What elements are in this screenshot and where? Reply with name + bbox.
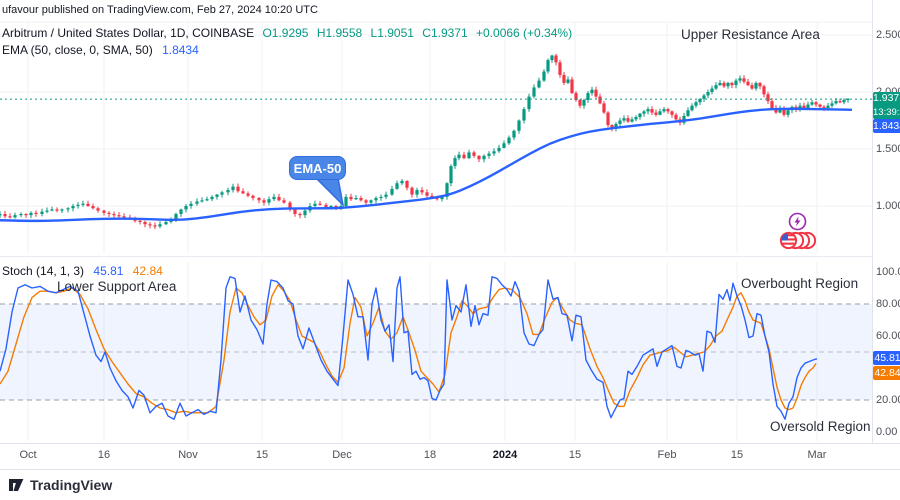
- price-axis-border: [872, 0, 873, 443]
- stoch-tick-label: 20.00: [876, 394, 900, 406]
- ohlc-close: C1.9371: [422, 26, 468, 40]
- annotation-overbought[interactable]: Overbought Region: [741, 276, 859, 291]
- price-tick-label: 1.0000: [876, 200, 900, 212]
- last-price-value: 1.9371: [873, 92, 900, 104]
- tradingview-logo-icon: [9, 479, 24, 491]
- time-axis-border: [0, 443, 900, 444]
- tradingview-logo-text: TradingView: [30, 477, 113, 493]
- us-flag-events-icon[interactable]: [779, 231, 817, 255]
- time-tick-label: Feb: [657, 449, 677, 461]
- stoch-tick-label: 60.00: [876, 330, 900, 342]
- ema-legend[interactable]: EMA (50, close, 0, SMA, 50) 1.8434: [2, 43, 199, 57]
- ema-legend-label[interactable]: EMA (50, close, 0, SMA, 50): [2, 43, 153, 57]
- time-tick-label: 18: [423, 449, 437, 461]
- time-tick-label: Dec: [332, 449, 352, 461]
- lightning-event-icon[interactable]: [788, 212, 807, 236]
- ema50-callout[interactable]: EMA-50: [289, 156, 346, 180]
- stoch-d-value: 42.84: [132, 264, 163, 278]
- ema50-callout-label: EMA-50: [293, 160, 342, 176]
- stoch-tick-label: 80.00: [876, 298, 900, 310]
- annotation-upper-resistance[interactable]: Upper Resistance Area: [681, 27, 820, 42]
- time-tick-label: 2024: [492, 449, 518, 461]
- publisher-line: ufavour published on TradingView.com, Fe…: [2, 4, 318, 16]
- ohlc-open: O1.9295: [262, 26, 309, 40]
- price-tick-label: 2.5000: [876, 29, 900, 41]
- time-tick-label: Mar: [807, 449, 827, 461]
- ohlc-low: L1.9051: [370, 26, 414, 40]
- last-price-badge: 1.9371 13:39:26: [873, 92, 900, 119]
- stoch-k-value: 45.81: [93, 264, 124, 278]
- time-tick-label: 15: [255, 449, 269, 461]
- annotation-oversold[interactable]: Oversold Region: [770, 419, 871, 434]
- time-tick-label: 15: [730, 449, 744, 461]
- stoch-tick-label: 100.00: [876, 266, 900, 278]
- stoch-tick-label: 0.00: [876, 426, 898, 438]
- pane-divider[interactable]: [0, 256, 872, 257]
- stoch-k-badge: 45.81: [873, 351, 900, 365]
- ohlc-high: H1.9558: [316, 26, 363, 40]
- stoch-d-badge: 42.84: [873, 366, 900, 380]
- ema-price-badge: 1.8434: [873, 119, 900, 133]
- stoch-legend[interactable]: Stoch (14, 1, 3) 45.81 42.84: [2, 264, 163, 278]
- annotation-lower-support[interactable]: Lower Support Area: [57, 279, 177, 294]
- tradingview-logo[interactable]: TradingView: [8, 477, 112, 493]
- price-tick-label: 1.5000: [876, 143, 900, 155]
- footer-bar: TradingView: [0, 469, 900, 500]
- time-tick-label: 15: [568, 449, 582, 461]
- stoch-legend-label[interactable]: Stoch (14, 1, 3): [2, 264, 85, 278]
- ohlc-change: +0.0066 (+0.34%): [476, 26, 573, 40]
- time-tick-label: Nov: [178, 449, 198, 461]
- time-tick-label: Oct: [19, 449, 37, 461]
- symbol-legend[interactable]: Arbitrum / United States Dollar, 1D, COI…: [2, 26, 572, 40]
- bar-countdown: 13:39:26: [873, 106, 900, 118]
- time-tick-label: 16: [97, 449, 111, 461]
- ema-legend-value: 1.8434: [162, 43, 199, 57]
- symbol-title[interactable]: Arbitrum / United States Dollar, 1D, COI…: [2, 26, 255, 40]
